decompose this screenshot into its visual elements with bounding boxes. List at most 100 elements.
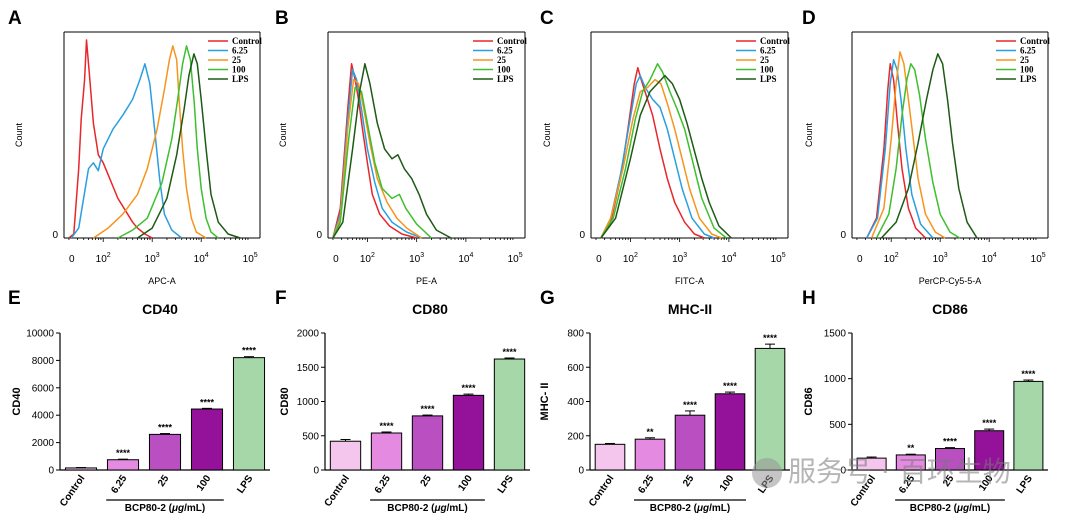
x-tick-label: 103 bbox=[933, 252, 948, 265]
histogram-curve-LPS bbox=[600, 74, 732, 239]
y-tick-label: 600 bbox=[567, 363, 584, 374]
significance-label: **** bbox=[461, 383, 476, 393]
legend-label-25: 25 bbox=[760, 55, 770, 65]
legend-label-Control: Control bbox=[760, 36, 790, 46]
x-tick-label: 0 bbox=[857, 254, 863, 265]
y-axis-label: MHC- II bbox=[539, 383, 551, 421]
legend-label-6.25: 6.25 bbox=[497, 46, 513, 56]
bar-100 bbox=[190, 408, 224, 471]
chart-title: CD80 bbox=[412, 301, 448, 317]
histogram-curve-LPS bbox=[880, 53, 978, 239]
x-tick-label: 105 bbox=[508, 252, 523, 265]
histogram-curve-LPS bbox=[332, 63, 452, 239]
bar-LPS bbox=[493, 358, 526, 471]
histogram-curve-100 bbox=[875, 63, 961, 239]
y-tick-label: 2000 bbox=[32, 438, 55, 449]
histogram-curve-25 bbox=[92, 45, 207, 239]
legend-label-LPS: LPS bbox=[232, 74, 249, 84]
bar-chart-F: F CD80 0 500 1000 1500 2000 CD80 Control **** 6.25… bbox=[275, 288, 530, 514]
bar-100 bbox=[714, 393, 746, 471]
bar-LPS bbox=[1013, 380, 1044, 471]
bar-LPS bbox=[232, 357, 266, 471]
legend-label-100: 100 bbox=[1020, 65, 1034, 75]
legend-label-Control: Control bbox=[1020, 36, 1050, 46]
category-label: Control bbox=[587, 473, 617, 509]
group-label: BCP80-2 (μg/mL) bbox=[387, 503, 468, 514]
legend-label-LPS: LPS bbox=[1020, 74, 1037, 84]
panel-letter-A: A bbox=[8, 8, 22, 29]
category-label: 6.25 bbox=[109, 473, 129, 496]
y-axis-label: CD40 bbox=[11, 387, 23, 415]
significance-label: **** bbox=[200, 397, 215, 407]
y-tick-label: 400 bbox=[567, 397, 584, 408]
y-tick-label: 8000 bbox=[32, 356, 55, 367]
legend-label-LPS: LPS bbox=[497, 74, 514, 84]
x-tick-label: 102 bbox=[96, 252, 111, 265]
category-label: 6.25 bbox=[373, 473, 393, 496]
category-label: 100 bbox=[195, 473, 214, 493]
watermark-text: 服务号 · 百环生物 bbox=[788, 455, 1011, 488]
y-tick-label: 0 bbox=[578, 466, 584, 477]
significance-label: **** bbox=[1021, 369, 1036, 379]
significance-label: **** bbox=[683, 400, 698, 410]
bar-6.25 bbox=[106, 459, 140, 471]
histogram-curve-LPS bbox=[137, 53, 241, 239]
y-tick-label: 500 bbox=[302, 431, 319, 442]
y-tick-label: 0 bbox=[52, 230, 58, 241]
y-axis-label: Count bbox=[278, 123, 288, 148]
panel-letter-G: G bbox=[540, 288, 555, 309]
x-tick-label: 103 bbox=[409, 252, 424, 265]
category-label: 25 bbox=[681, 473, 697, 489]
y-tick-label: 1500 bbox=[297, 363, 320, 374]
x-tick-label: 105 bbox=[243, 252, 258, 265]
y-tick-label: 500 bbox=[829, 420, 846, 431]
y-tick-label: 0 bbox=[840, 230, 846, 241]
y-tick-label: 1000 bbox=[824, 374, 847, 385]
y-tick-label: 6000 bbox=[32, 383, 55, 394]
x-tick-label: 104 bbox=[721, 252, 736, 265]
y-tick-label: 2000 bbox=[297, 329, 320, 340]
chart-title: CD86 bbox=[932, 301, 968, 317]
bar-Control bbox=[329, 440, 362, 471]
x-tick-label: 105 bbox=[1031, 252, 1046, 265]
y-axis-label: CD80 bbox=[279, 387, 291, 415]
category-label: LPS bbox=[235, 473, 255, 496]
y-tick-label: 1500 bbox=[824, 329, 847, 340]
significance-label: **** bbox=[158, 423, 173, 433]
group-label: BCP80-2 (μg/mL) bbox=[650, 503, 731, 514]
legend-label-100: 100 bbox=[232, 65, 246, 75]
category-label: Control bbox=[58, 473, 88, 509]
bar-LPS bbox=[754, 347, 786, 471]
histogram-curve-Control bbox=[332, 63, 417, 239]
legend-label-25: 25 bbox=[1020, 55, 1030, 65]
panel-letter-F: F bbox=[275, 288, 287, 309]
group-label: BCP80-2 (μg/mL) bbox=[125, 503, 206, 514]
histogram-curve-100 bbox=[117, 45, 219, 239]
bar-25 bbox=[148, 433, 182, 471]
y-tick-label: 800 bbox=[567, 329, 584, 340]
x-tick-label: 105 bbox=[771, 252, 786, 265]
x-tick-label: 103 bbox=[672, 252, 687, 265]
category-label: 25 bbox=[156, 473, 172, 489]
legend-label-Control: Control bbox=[232, 36, 262, 46]
significance-label: ** bbox=[907, 443, 915, 453]
histogram-curve-100 bbox=[332, 86, 432, 239]
legend-label-6.25: 6.25 bbox=[232, 46, 248, 56]
y-tick-label: 1000 bbox=[297, 397, 320, 408]
histogram-curve-100 bbox=[600, 63, 727, 239]
significance-label: **** bbox=[763, 333, 778, 343]
bar-6.25 bbox=[634, 438, 666, 471]
significance-label: **** bbox=[982, 418, 997, 428]
group-label: BCP80-2 (μg/mL) bbox=[910, 503, 991, 514]
y-tick-label: 0 bbox=[48, 466, 54, 477]
x-tick-label: 102 bbox=[623, 252, 638, 265]
significance-label: **** bbox=[943, 437, 958, 447]
panel-letter-B: B bbox=[275, 8, 289, 29]
bar-25 bbox=[674, 414, 706, 471]
category-label: LPS bbox=[496, 473, 516, 496]
panel-letter-D: D bbox=[802, 8, 816, 29]
y-axis-label: Count bbox=[14, 123, 24, 148]
wechat-icon bbox=[752, 458, 782, 488]
legend-label-LPS: LPS bbox=[760, 74, 777, 84]
